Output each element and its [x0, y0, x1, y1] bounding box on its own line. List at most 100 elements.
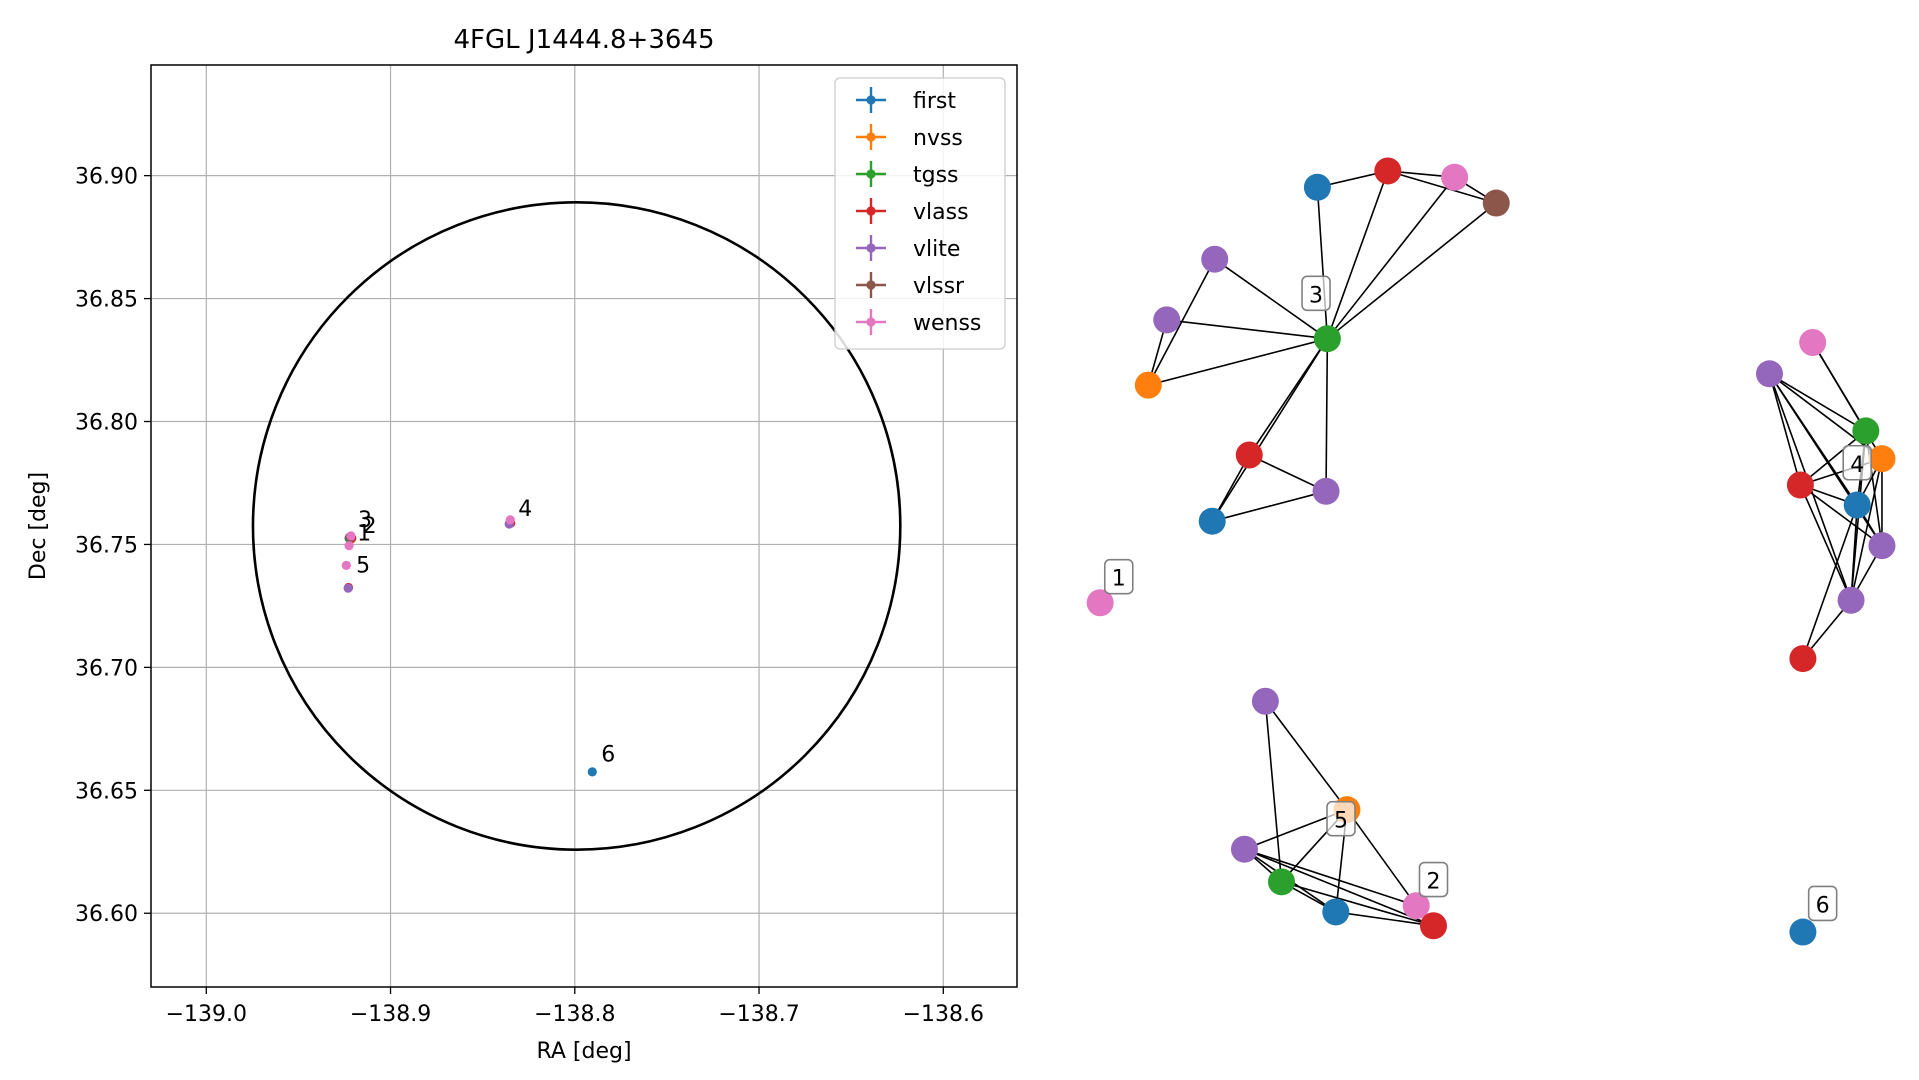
legend-label: tgss [913, 163, 959, 188]
legend-marker [866, 169, 876, 179]
network-edge [1326, 170, 1389, 339]
network-label-1: 1 [1103, 558, 1134, 595]
y-tick-label: 36.80 [75, 411, 138, 436]
network-node-g4-nvss [1868, 445, 1896, 473]
network-edge [1769, 373, 1883, 460]
network-node-g6-first [1789, 918, 1817, 946]
point-wenss [505, 515, 515, 525]
grid [151, 65, 1017, 987]
y-tick-label: 36.70 [75, 656, 138, 681]
legend-marker [866, 280, 876, 290]
network-panel: 1 2 3 4 5 6 [1086, 157, 1896, 946]
network-edge [1799, 484, 1883, 547]
network-label-4: 4 [1842, 444, 1873, 481]
legend-marker [866, 206, 876, 216]
x-tick-label: −138.7 [718, 1002, 799, 1027]
network-edge [1248, 454, 1327, 493]
y-tick-label: 36.75 [75, 533, 138, 558]
y-tick-label: 36.60 [75, 902, 138, 927]
legend-item-nvss: nvss [856, 124, 963, 151]
network-edges [1147, 170, 1883, 927]
network-label-text: 2 [1426, 870, 1440, 895]
network-edge [1326, 202, 1497, 340]
legend-marker [866, 243, 876, 253]
network-edge [1316, 187, 1329, 339]
network-label-5: 5 [1326, 800, 1356, 837]
x-tick-label: −138.6 [903, 1002, 984, 1027]
network-edge [1326, 176, 1456, 340]
network-label-text: 4 [1850, 453, 1864, 478]
error-circle [251, 201, 902, 851]
x-axis-ticks: −139.0 −138.9 −138.8 −138.7 −138.6 [166, 987, 984, 1027]
network-edge [1148, 337, 1328, 386]
network-node-g2-wenss [1402, 892, 1430, 920]
point-wenss [346, 531, 356, 541]
network-node-g4-vlite-b [1868, 532, 1896, 560]
x-axis-label: RA [deg] [536, 1039, 631, 1064]
network-edge [1850, 458, 1883, 601]
data-points [341, 515, 597, 777]
legend-marker [866, 95, 876, 105]
y-tick-label: 36.85 [75, 288, 138, 313]
legend-item-vlass: vlass [856, 198, 969, 225]
group-label-5: 5 [356, 553, 370, 578]
network-node-g3-first-bot [1198, 507, 1226, 535]
network-edge [1346, 809, 1417, 907]
network-node-g5-first [1322, 898, 1350, 926]
network-label-text: 1 [1112, 567, 1126, 592]
network-label-box [1842, 444, 1873, 481]
legend-marker [866, 132, 876, 142]
legend-label: nvss [913, 126, 963, 151]
y-tick-label: 36.65 [75, 779, 138, 804]
x-tick-label: −138.8 [534, 1002, 615, 1027]
y-axis-label: Dec [deg] [26, 472, 51, 580]
network-label-3: 3 [1301, 275, 1331, 312]
network-edge [1802, 504, 1858, 659]
network-node-g4-tgss [1852, 417, 1880, 445]
legend-item-tgss: tgss [856, 161, 959, 188]
network-node-g3-vlass-top [1374, 157, 1402, 185]
network-node-g5-vlite-b [1230, 835, 1258, 863]
network-node-g3-nvss [1134, 371, 1162, 399]
network-edge [1335, 911, 1434, 927]
network-edge [1212, 490, 1327, 522]
network-edge [1166, 319, 1328, 340]
network-edge [1264, 700, 1348, 811]
network-edge [1244, 848, 1434, 927]
legend-label: first [913, 89, 956, 114]
legend-item-wenss: wenss [856, 309, 981, 336]
group-labels: 123 4 5 6 [356, 497, 615, 768]
y-axis-ticks: 36.60 36.65 36.70 36.75 36.80 36.85 36.90 [75, 165, 151, 927]
legend: first nvss tgss vlass vlite vlssr wenss [834, 77, 1006, 350]
network-label-box [1301, 275, 1331, 312]
network-edge [1850, 504, 1859, 601]
network-edge [1264, 701, 1283, 882]
network-edge [1147, 258, 1216, 386]
legend-label: vlass [913, 200, 969, 225]
network-node-g3-tgss [1313, 325, 1341, 353]
network-label-text: 6 [1816, 893, 1830, 918]
legend-item-vlite: vlite [856, 235, 960, 262]
legend-box [834, 77, 1006, 350]
network-node-g4-vlite-a [1756, 360, 1784, 388]
network-node-g2-vlass [1419, 912, 1447, 940]
group-label-3: 3 [358, 508, 372, 533]
network-node-g4-first [1843, 491, 1871, 519]
network-nodes [1086, 157, 1896, 946]
group-label-4: 4 [518, 497, 532, 522]
network-node-g3-first [1303, 173, 1331, 201]
network-edge [1799, 430, 1867, 486]
network-edge [1768, 373, 1802, 486]
network-labels: 1 2 3 4 5 6 [1103, 275, 1873, 922]
network-node-g4-vlass-b [1789, 645, 1817, 673]
network-node-g3-wenss [1441, 163, 1469, 191]
legend-marker [866, 317, 876, 327]
legend-item-first: first [856, 87, 956, 114]
network-node-g5-tgss [1268, 868, 1296, 896]
network-label-box [1418, 861, 1449, 898]
network-node-g3-vlssr [1482, 189, 1510, 217]
group-label-1: 1 [357, 521, 371, 546]
network-node-g1-wenss [1086, 589, 1114, 617]
network-label-box [1103, 558, 1134, 595]
